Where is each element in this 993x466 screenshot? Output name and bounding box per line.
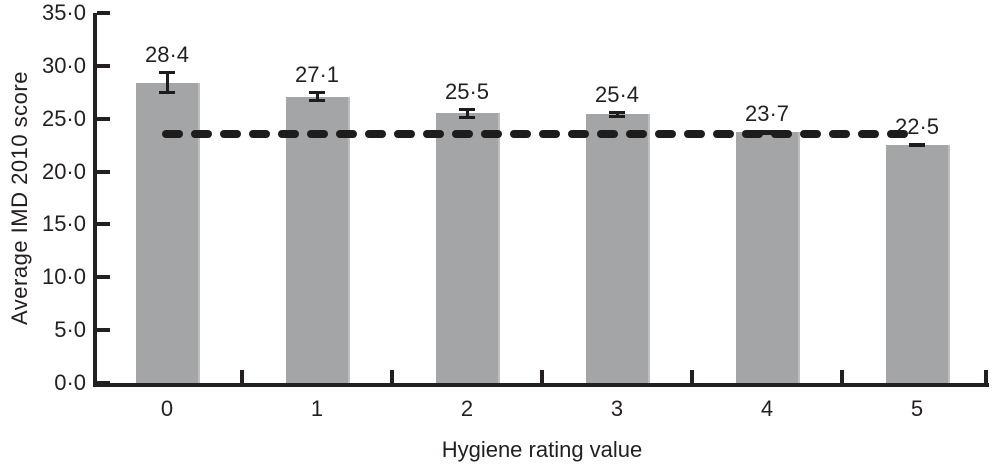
- x-category-label: 1: [310, 396, 324, 421]
- bar-value-label: 25·5: [444, 78, 490, 104]
- reference-dash: [887, 130, 908, 139]
- y-tick: [97, 222, 110, 227]
- bar-value-label: 25·4: [594, 81, 640, 107]
- reference-dash: [162, 130, 183, 139]
- error-bar-cap: [309, 99, 325, 103]
- reference-dash: [771, 130, 792, 139]
- error-bar-cap: [159, 71, 175, 75]
- reference-dash: [626, 130, 647, 139]
- bar: [886, 145, 950, 383]
- x-tick: [690, 370, 694, 383]
- reference-dash: [858, 130, 879, 139]
- x-category-label: 5: [910, 396, 924, 421]
- bar: [286, 96, 350, 383]
- reference-dash: [249, 130, 270, 139]
- reference-dash: [452, 130, 473, 139]
- y-tick: [97, 169, 110, 174]
- reference-dash: [539, 130, 560, 139]
- x-tick: [540, 370, 544, 383]
- bar: [736, 132, 800, 383]
- y-tick-label: 5·0: [54, 317, 86, 343]
- reference-dash: [481, 130, 502, 139]
- error-bar-cap: [759, 131, 775, 135]
- y-tick: [97, 275, 110, 280]
- error-bar-stem: [315, 91, 319, 102]
- error-bar-cap: [309, 90, 325, 94]
- reference-dash: [655, 130, 676, 139]
- y-tick: [97, 381, 110, 385]
- x-category-label: 2: [460, 396, 474, 421]
- reference-dash: [278, 130, 299, 139]
- reference-dash: [220, 130, 241, 139]
- x-tick: [390, 370, 394, 383]
- reference-dash: [191, 130, 212, 139]
- reference-dash: [365, 130, 386, 139]
- x-axis-title: Hygiene rating value: [441, 437, 643, 462]
- reference-dash: [423, 130, 444, 139]
- bar-value-label: 28·4: [144, 42, 190, 68]
- reference-dash: [394, 130, 415, 139]
- error-bar-cap: [459, 116, 475, 120]
- reference-dash: [307, 130, 328, 139]
- y-axis-line: [93, 13, 97, 387]
- reference-dash: [336, 130, 357, 139]
- y-tick: [97, 11, 110, 15]
- y-tick-label: 30·0: [41, 52, 86, 78]
- reference-dash: [829, 130, 850, 139]
- bar-value-label: 27·1: [294, 61, 340, 87]
- error-bar-stem: [165, 72, 169, 94]
- y-tick-label: 0·0: [54, 370, 86, 395]
- error-bar-stem: [615, 111, 619, 118]
- error-bar-cap: [609, 110, 625, 114]
- y-tick-label: 15·0: [41, 211, 86, 237]
- x-tick: [240, 370, 244, 383]
- reference-dash: [800, 130, 821, 139]
- error-bar-cap: [609, 115, 625, 119]
- x-category-label: 4: [760, 396, 774, 421]
- y-tick: [97, 116, 110, 121]
- x-category-label: 3: [610, 396, 624, 421]
- bar: [586, 114, 650, 383]
- bar-value-label: 23·7: [744, 101, 790, 127]
- bar: [436, 113, 500, 383]
- error-bar-cap: [459, 107, 475, 111]
- x-category-label: 0: [160, 396, 174, 421]
- reference-dash: [684, 130, 705, 139]
- y-tick-label: 25·0: [41, 105, 86, 131]
- x-tick: [840, 370, 844, 383]
- error-bar-cap: [909, 144, 925, 148]
- reference-dash: [597, 130, 618, 139]
- reference-dash: [713, 130, 734, 139]
- error-bar-stem: [465, 108, 469, 119]
- error-bar-cap: [159, 91, 175, 95]
- reference-dash: [510, 130, 531, 139]
- mean-reference-line: [162, 130, 921, 139]
- x-axis-line: [93, 383, 989, 387]
- y-tick: [97, 328, 110, 333]
- y-tick-label: 20·0: [41, 158, 86, 184]
- y-tick: [97, 63, 110, 68]
- reference-dash: [742, 130, 763, 139]
- reference-dash: [568, 130, 589, 139]
- y-tick-label: 35·0: [41, 0, 86, 25]
- x-tick: [984, 370, 988, 383]
- bar: [136, 82, 200, 383]
- y-tick-label: 10·0: [41, 264, 86, 290]
